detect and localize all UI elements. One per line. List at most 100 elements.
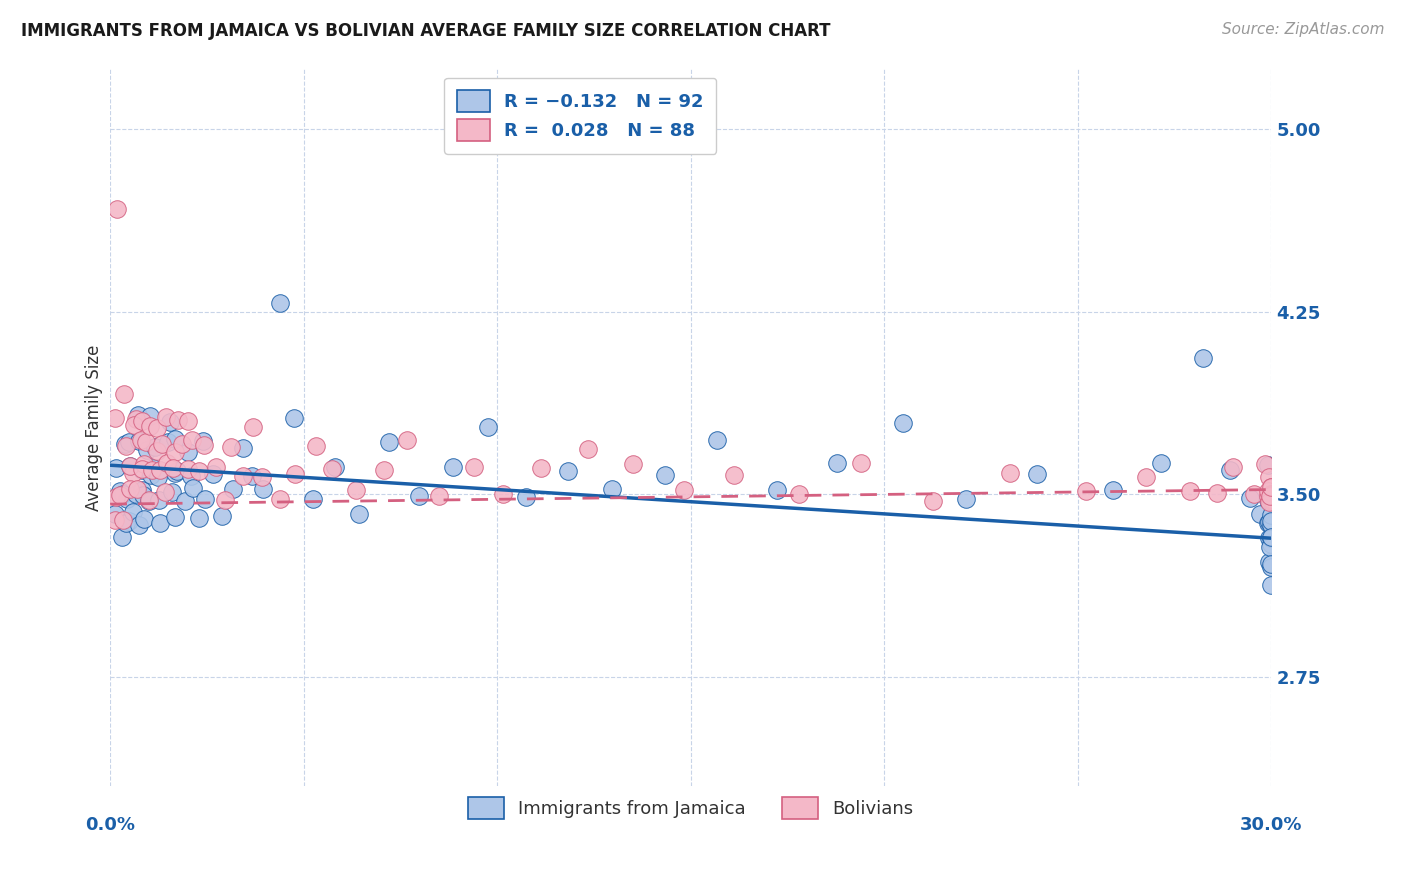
Point	[1260, 490, 1282, 504]
Point	[557, 464, 579, 478]
Point	[1192, 351, 1215, 365]
Point	[149, 463, 172, 477]
Point	[118, 482, 141, 496]
Point	[1254, 457, 1277, 471]
Point	[1260, 486, 1282, 500]
Point	[1260, 494, 1282, 508]
Point	[408, 490, 430, 504]
Point	[131, 483, 153, 498]
Point	[180, 434, 202, 448]
Point	[1178, 483, 1201, 498]
Point	[1243, 486, 1265, 500]
Point	[122, 466, 145, 480]
Point	[142, 461, 165, 475]
Point	[177, 413, 200, 427]
Point	[1260, 508, 1282, 522]
Point	[1260, 486, 1282, 500]
Point	[1260, 480, 1282, 494]
Point	[1257, 493, 1279, 508]
Point	[1260, 492, 1282, 507]
Point	[250, 470, 273, 484]
Point	[128, 434, 150, 448]
Point	[1257, 458, 1279, 472]
Point	[165, 467, 187, 481]
Point	[176, 462, 198, 476]
Point	[141, 462, 163, 476]
Point	[139, 419, 162, 434]
Point	[1257, 484, 1279, 499]
Point	[1260, 487, 1282, 501]
Point	[395, 433, 418, 447]
Point	[1135, 470, 1157, 484]
Point	[103, 411, 125, 425]
Point	[118, 435, 141, 450]
Point	[998, 466, 1021, 480]
Point	[1260, 530, 1282, 544]
Point	[1026, 467, 1049, 481]
Point	[1257, 516, 1279, 530]
Point	[602, 482, 624, 496]
Point	[1257, 555, 1279, 569]
Legend: Immigrants from Jamaica, Bolivians: Immigrants from Jamaica, Bolivians	[458, 788, 922, 828]
Point	[163, 509, 186, 524]
Point	[170, 436, 193, 450]
Point	[150, 437, 173, 451]
Point	[463, 459, 485, 474]
Point	[621, 457, 644, 471]
Point	[219, 440, 242, 454]
Point	[1260, 560, 1282, 574]
Point	[174, 493, 197, 508]
Point	[149, 516, 172, 530]
Point	[284, 467, 307, 482]
Point	[269, 491, 291, 506]
Point	[302, 492, 325, 507]
Point	[921, 494, 943, 508]
Point	[129, 434, 152, 448]
Point	[252, 482, 274, 496]
Point	[138, 493, 160, 508]
Point	[117, 491, 139, 506]
Point	[159, 415, 181, 429]
Point	[118, 514, 141, 528]
Point	[131, 414, 153, 428]
Point	[108, 483, 131, 498]
Point	[1258, 489, 1281, 503]
Point	[1249, 507, 1271, 521]
Point	[1260, 492, 1282, 507]
Point	[851, 456, 873, 470]
Point	[155, 410, 177, 425]
Point	[143, 440, 166, 454]
Point	[131, 463, 153, 477]
Point	[269, 295, 291, 310]
Point	[515, 490, 537, 504]
Point	[120, 458, 142, 473]
Point	[187, 511, 209, 525]
Point	[1257, 489, 1279, 503]
Point	[1260, 487, 1282, 501]
Point	[955, 491, 977, 506]
Point	[177, 445, 200, 459]
Point	[128, 517, 150, 532]
Point	[163, 445, 186, 459]
Point	[441, 459, 464, 474]
Point	[125, 487, 148, 501]
Text: 0.0%: 0.0%	[86, 815, 135, 834]
Point	[105, 460, 128, 475]
Point	[104, 513, 127, 527]
Point	[105, 202, 128, 216]
Point	[1258, 494, 1281, 508]
Point	[202, 467, 225, 481]
Point	[111, 486, 134, 500]
Point	[162, 461, 184, 475]
Point	[1101, 483, 1123, 497]
Point	[765, 483, 787, 497]
Text: 30.0%: 30.0%	[1240, 815, 1303, 834]
Point	[134, 512, 156, 526]
Point	[193, 438, 215, 452]
Point	[1206, 486, 1229, 500]
Point	[232, 441, 254, 455]
Point	[156, 435, 179, 450]
Point	[242, 419, 264, 434]
Point	[1258, 540, 1281, 554]
Point	[194, 492, 217, 507]
